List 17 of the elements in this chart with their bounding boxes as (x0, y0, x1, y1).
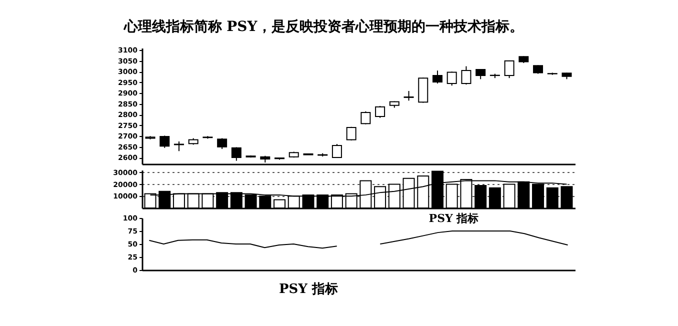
candlestick (404, 90, 414, 102)
candlestick (174, 140, 184, 152)
annotation: PSY 指标 (428, 212, 479, 225)
chart-title: 心理线指标简称 PSY，是反映投资者心理预期的一种技术指标。 (122, 18, 524, 36)
candlestick (504, 60, 514, 79)
candlestick (375, 106, 386, 118)
candlestick (360, 110, 371, 125)
candlestick (231, 146, 242, 162)
candlestick (461, 66, 472, 86)
text: PSY 指标 (279, 282, 338, 297)
candlestick (476, 68, 486, 80)
candlestick (160, 135, 170, 148)
candlestick (332, 144, 342, 158)
candlestick (432, 70, 442, 84)
candlestick (217, 138, 228, 150)
candlestick (446, 71, 457, 86)
candlestick (346, 126, 356, 141)
